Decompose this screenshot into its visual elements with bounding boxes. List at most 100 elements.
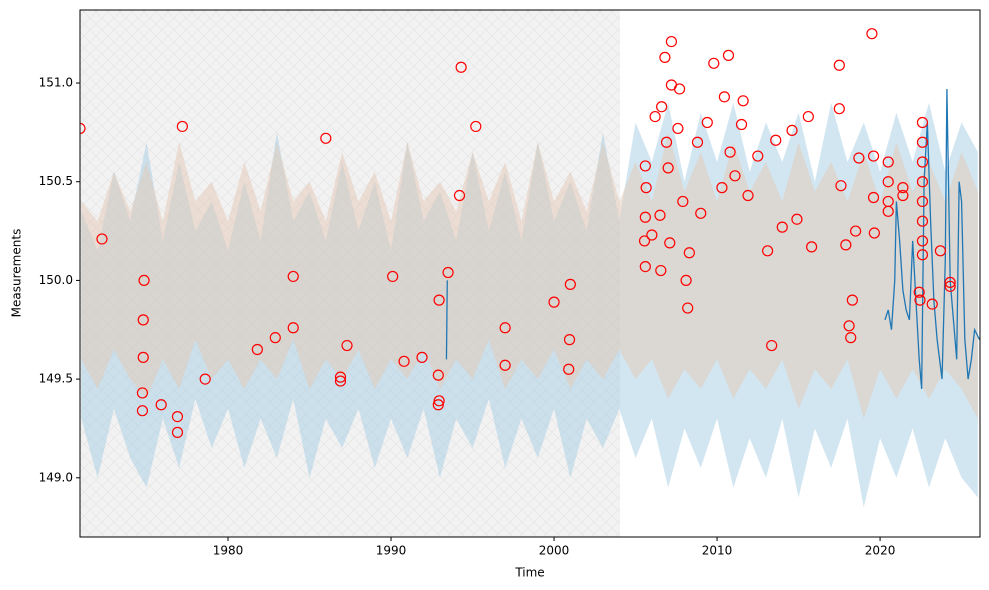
outlier-point: [665, 35, 678, 48]
outlier-point: [639, 260, 651, 273]
outlier-point: [845, 332, 857, 344]
outlier-point: [171, 426, 184, 438]
outlier-point: [398, 355, 410, 367]
outlier-point: [96, 233, 108, 245]
y-tick-label: 151.0: [39, 76, 73, 90]
outlier-point: [914, 294, 926, 306]
plot-frame: [79, 9, 981, 538]
outlier-point: [287, 270, 299, 283]
outlier-point: [916, 176, 929, 188]
confidence-band: [81, 132, 978, 419]
outlier-point: [833, 59, 845, 71]
outlier-point: [835, 180, 847, 192]
outlier-point: [80, 122, 86, 135]
outlier-point: [770, 134, 782, 146]
outlier-point: [334, 375, 347, 387]
outlier-point: [916, 235, 929, 247]
outlier-point: [916, 249, 929, 261]
outlier-point: [737, 95, 749, 107]
outlier-point: [416, 351, 428, 363]
outlier-point: [199, 373, 211, 385]
x-tick-label: 2010: [702, 544, 733, 558]
outlier-point: [673, 83, 686, 95]
outlier-point: [867, 150, 880, 162]
outlier-point: [155, 399, 167, 411]
outlier-point: [639, 211, 651, 223]
outlier-point: [735, 118, 748, 131]
outlier-point: [708, 57, 720, 69]
outlier-point: [944, 276, 956, 288]
outlier-point: [897, 189, 909, 202]
outlier-point: [916, 136, 929, 148]
outlier-point: [695, 207, 707, 219]
outlier-point: [916, 195, 929, 208]
plot-area: [80, 10, 980, 537]
outlier-point: [656, 101, 668, 113]
outlier-point: [251, 343, 263, 356]
outlier-point: [453, 189, 466, 202]
x-tick-label: 1990: [376, 544, 407, 558]
outlier-point: [729, 170, 741, 182]
outlier-point: [136, 387, 149, 399]
outlier-point: [701, 116, 713, 129]
outlier-point: [897, 182, 909, 194]
outlier-point: [944, 280, 956, 292]
outlier-point: [137, 314, 149, 326]
outlier-point: [916, 215, 929, 227]
outlier-point: [387, 270, 399, 283]
outlier-point: [655, 264, 667, 277]
outlier-point: [742, 189, 754, 202]
outlier-point: [455, 61, 467, 73]
y-tick-label: 150.5: [39, 174, 73, 188]
outlier-point: [718, 91, 730, 103]
outlier-point: [846, 294, 858, 306]
outlier-point: [334, 371, 347, 383]
outlier-point: [287, 322, 299, 334]
outlier-point: [882, 156, 894, 168]
outlier-point: [548, 296, 560, 308]
outlier-point: [806, 241, 818, 253]
outlier-point: [850, 225, 862, 237]
outlier-point: [662, 162, 674, 174]
outlier-point: [672, 122, 684, 135]
outlier-point: [563, 363, 575, 375]
outlier-point: [682, 302, 694, 314]
outlier-point: [833, 103, 845, 115]
x-tick-label: 1980: [213, 544, 244, 558]
x-axis-label: Time: [514, 566, 544, 580]
outlier-point: [320, 132, 332, 144]
outlier-point: [843, 320, 855, 332]
outlier-point: [882, 176, 894, 188]
outlier-point: [866, 28, 878, 40]
outlier-point: [691, 136, 704, 148]
outlier-point: [659, 51, 671, 63]
outlier-point: [677, 195, 689, 208]
outlier-point: [341, 339, 353, 352]
outlier-point: [916, 116, 929, 129]
outlier-point: [638, 235, 651, 247]
outlier-point: [432, 369, 444, 381]
outlier-point: [171, 410, 184, 423]
outlier-point: [786, 124, 798, 137]
outlier-point: [934, 245, 946, 257]
outlier-point: [752, 150, 764, 162]
outlier-point: [499, 322, 511, 334]
outlier-point: [664, 237, 676, 249]
outlier-point: [722, 49, 735, 61]
outlier-point: [683, 247, 695, 259]
outlier-point: [926, 298, 938, 310]
x-tick-label: 2000: [539, 544, 570, 558]
outlier-point: [724, 146, 736, 158]
outlier-point: [916, 156, 929, 168]
outlier-point: [137, 351, 149, 363]
y-tick-label: 149.0: [39, 470, 73, 484]
x-tick-label: 2020: [865, 544, 896, 558]
outlier-point: [564, 278, 576, 290]
outlier-point: [639, 160, 651, 172]
outlier-point: [646, 229, 658, 241]
outlier-point: [499, 359, 511, 371]
outlier-point: [776, 221, 788, 233]
outlier-point: [867, 191, 880, 204]
outlier-point: [680, 274, 692, 287]
